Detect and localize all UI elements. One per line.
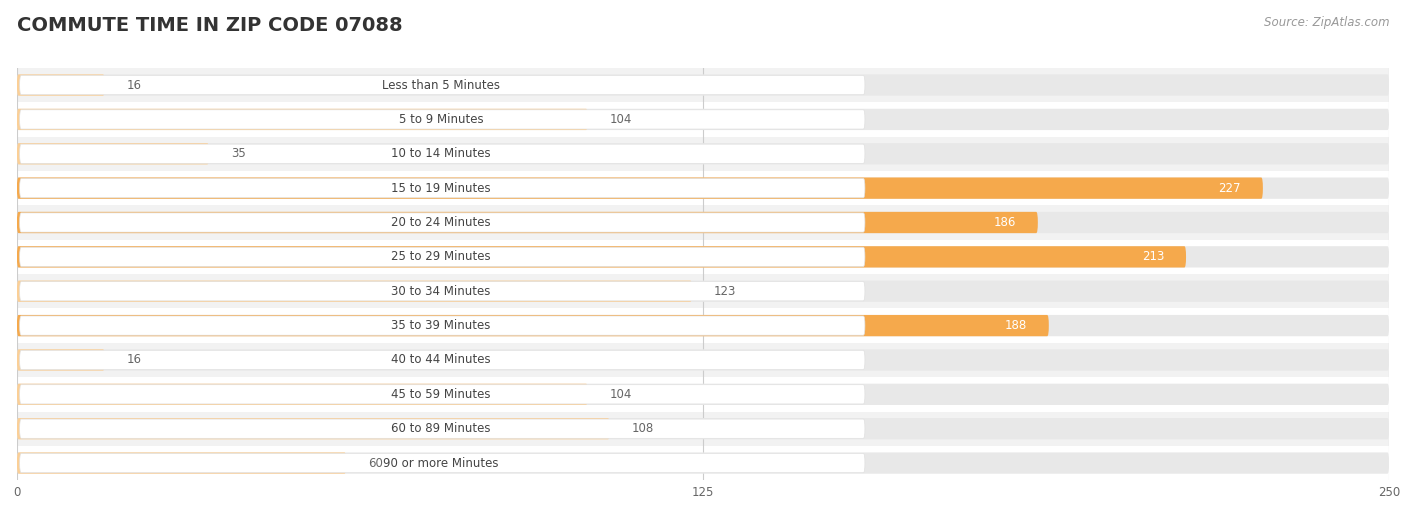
Bar xyxy=(17,137,1389,171)
FancyBboxPatch shape xyxy=(17,315,1049,336)
FancyBboxPatch shape xyxy=(20,419,865,438)
Bar xyxy=(17,411,1389,446)
FancyBboxPatch shape xyxy=(17,109,1389,130)
FancyBboxPatch shape xyxy=(17,75,104,96)
Text: 40 to 44 Minutes: 40 to 44 Minutes xyxy=(391,353,491,366)
Text: Less than 5 Minutes: Less than 5 Minutes xyxy=(382,78,501,91)
Text: 35 to 39 Minutes: 35 to 39 Minutes xyxy=(391,319,491,332)
FancyBboxPatch shape xyxy=(20,179,865,198)
Text: 60: 60 xyxy=(368,457,382,470)
FancyBboxPatch shape xyxy=(17,246,1389,267)
Text: 90 or more Minutes: 90 or more Minutes xyxy=(384,457,499,470)
FancyBboxPatch shape xyxy=(17,177,1263,199)
Bar xyxy=(17,446,1389,480)
FancyBboxPatch shape xyxy=(20,316,865,335)
FancyBboxPatch shape xyxy=(20,454,865,473)
Text: 104: 104 xyxy=(610,113,633,126)
FancyBboxPatch shape xyxy=(17,75,1389,96)
Text: 20 to 24 Minutes: 20 to 24 Minutes xyxy=(391,216,491,229)
FancyBboxPatch shape xyxy=(20,110,865,129)
FancyBboxPatch shape xyxy=(17,384,588,405)
FancyBboxPatch shape xyxy=(17,143,209,164)
FancyBboxPatch shape xyxy=(17,246,1187,267)
FancyBboxPatch shape xyxy=(20,75,865,94)
FancyBboxPatch shape xyxy=(17,212,1038,233)
FancyBboxPatch shape xyxy=(17,177,1389,199)
FancyBboxPatch shape xyxy=(17,418,1389,440)
FancyBboxPatch shape xyxy=(17,281,1389,302)
Text: 16: 16 xyxy=(127,78,142,91)
Bar xyxy=(17,68,1389,102)
FancyBboxPatch shape xyxy=(17,143,1389,164)
Bar xyxy=(17,309,1389,343)
Text: 188: 188 xyxy=(1005,319,1026,332)
Bar xyxy=(17,377,1389,411)
FancyBboxPatch shape xyxy=(17,212,1389,233)
Text: 30 to 34 Minutes: 30 to 34 Minutes xyxy=(391,284,491,298)
FancyBboxPatch shape xyxy=(17,281,692,302)
FancyBboxPatch shape xyxy=(17,453,1389,473)
Bar xyxy=(17,171,1389,205)
Bar xyxy=(17,240,1389,274)
FancyBboxPatch shape xyxy=(17,418,610,440)
Text: 123: 123 xyxy=(714,284,737,298)
Text: 213: 213 xyxy=(1142,251,1164,264)
FancyBboxPatch shape xyxy=(17,349,1389,371)
FancyBboxPatch shape xyxy=(20,213,865,232)
FancyBboxPatch shape xyxy=(20,144,865,163)
Text: 45 to 59 Minutes: 45 to 59 Minutes xyxy=(391,388,491,401)
Text: 35: 35 xyxy=(231,147,246,160)
FancyBboxPatch shape xyxy=(17,315,1389,336)
FancyBboxPatch shape xyxy=(17,453,346,473)
FancyBboxPatch shape xyxy=(17,109,588,130)
Text: 16: 16 xyxy=(127,353,142,366)
FancyBboxPatch shape xyxy=(17,349,104,371)
Bar xyxy=(17,205,1389,240)
Text: 60 to 89 Minutes: 60 to 89 Minutes xyxy=(391,422,491,435)
FancyBboxPatch shape xyxy=(20,247,865,267)
FancyBboxPatch shape xyxy=(17,384,1389,405)
Text: 104: 104 xyxy=(610,388,633,401)
Text: 25 to 29 Minutes: 25 to 29 Minutes xyxy=(391,251,491,264)
FancyBboxPatch shape xyxy=(20,385,865,404)
Text: 5 to 9 Minutes: 5 to 9 Minutes xyxy=(398,113,484,126)
Text: 15 to 19 Minutes: 15 to 19 Minutes xyxy=(391,182,491,195)
Text: 227: 227 xyxy=(1219,182,1241,195)
Text: Source: ZipAtlas.com: Source: ZipAtlas.com xyxy=(1264,16,1389,29)
FancyBboxPatch shape xyxy=(20,281,865,301)
Text: 108: 108 xyxy=(631,422,654,435)
Bar xyxy=(17,274,1389,309)
Text: 186: 186 xyxy=(994,216,1017,229)
FancyBboxPatch shape xyxy=(20,350,865,370)
Text: 10 to 14 Minutes: 10 to 14 Minutes xyxy=(391,147,491,160)
Bar xyxy=(17,343,1389,377)
Text: COMMUTE TIME IN ZIP CODE 07088: COMMUTE TIME IN ZIP CODE 07088 xyxy=(17,16,402,34)
Bar xyxy=(17,102,1389,137)
